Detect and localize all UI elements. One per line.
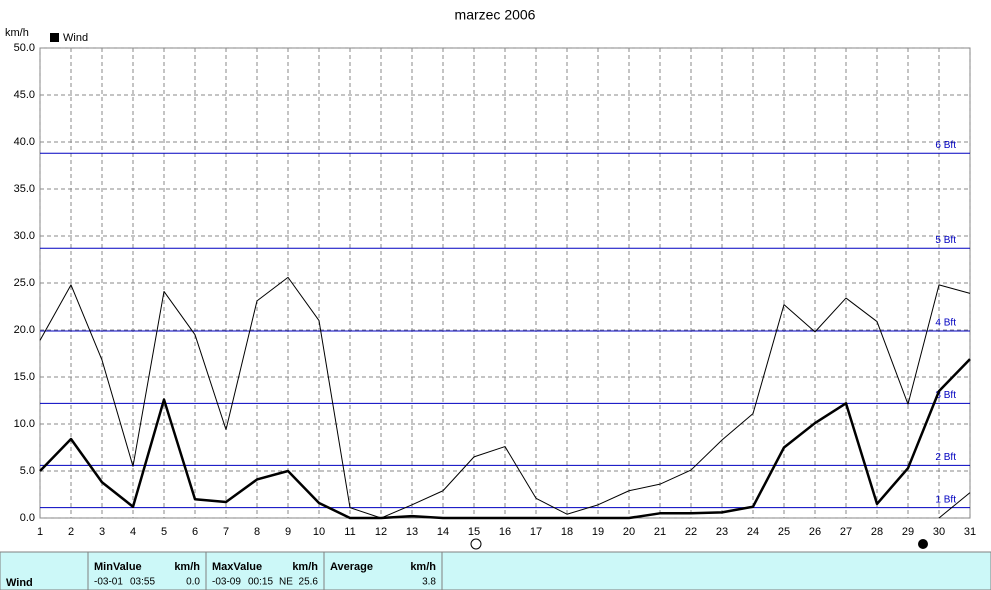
series-line: [39, 358, 971, 520]
y-tick-label: 30.0: [14, 230, 35, 242]
y-tick-label: 35.0: [14, 183, 35, 195]
x-tick-label: 9: [285, 526, 291, 538]
legend-swatch: [50, 33, 59, 42]
x-tick-label: 25: [778, 526, 790, 538]
beaufort-label: 2 Bft: [935, 452, 956, 463]
y-tick-label: 25.0: [14, 277, 35, 289]
x-tick-label: 17: [530, 526, 542, 538]
series-line: [938, 492, 971, 519]
x-tick-label: 10: [313, 526, 325, 538]
y-tick-label: 20.0: [14, 324, 35, 336]
x-tick-label: 1: [37, 526, 43, 538]
x-tick-label: 6: [192, 526, 198, 538]
x-tick-label: 12: [375, 526, 387, 538]
beaufort-label: 5 Bft: [935, 235, 956, 246]
x-tick-label: 30: [933, 526, 945, 538]
x-tick-label: 26: [809, 526, 821, 538]
x-tick-label: 3: [99, 526, 105, 538]
beaufort-label: 1 Bft: [935, 494, 956, 505]
legend-label: Wind: [63, 32, 88, 44]
table-header: km/h: [292, 561, 318, 573]
table-header: Average: [330, 561, 373, 573]
x-tick-label: 23: [716, 526, 728, 538]
row-name: Wind: [6, 577, 33, 589]
y-tick-label: 10.0: [14, 418, 35, 430]
table-header: km/h: [174, 561, 200, 573]
y-axis-label: km/h: [5, 27, 29, 39]
y-tick-label: 50.0: [14, 42, 35, 54]
plot: 0.0 5.0 10.0 15.0 20.0 25.0 30.0 35.0 40.0 45.0 50…: [14, 42, 977, 538]
max-date: -03-09: [212, 577, 241, 588]
x-tick-label: 19: [592, 526, 604, 538]
min-date: -03-01: [94, 577, 123, 588]
min-value: 0.0: [186, 577, 200, 588]
min-time: 03:55: [130, 577, 155, 588]
y-tick-label: 15.0: [14, 371, 35, 383]
x-tick-label: 15: [468, 526, 480, 538]
x-tick-label: 16: [499, 526, 511, 538]
y-tick-label: 5.0: [20, 465, 35, 477]
summary-table: MinValue km/h MaxValue km/h Average km/h…: [0, 551, 991, 590]
x-tick-label: 27: [840, 526, 852, 538]
x-tick-label: 8: [254, 526, 260, 538]
y-tick-label: 40.0: [14, 136, 35, 148]
y-tick-label: 45.0: [14, 89, 35, 101]
table-header: km/h: [410, 561, 436, 573]
series-line: [39, 276, 971, 519]
x-tick-label: 22: [685, 526, 697, 538]
x-tick-label: 29: [902, 526, 914, 538]
average: 3.8: [422, 577, 436, 588]
x-tick-label: 2: [68, 526, 74, 538]
max-dir: NE: [279, 577, 293, 588]
x-tick-label: 5: [161, 526, 167, 538]
table-header: MinValue: [94, 561, 142, 573]
full-moon-icon: [470, 538, 482, 550]
beaufort-label: 3 Bft: [935, 390, 956, 401]
table-bg: [0, 551, 991, 590]
x-tick-label: 13: [406, 526, 418, 538]
new-moon-icon: [918, 539, 928, 549]
chart-title: marzec 2006: [455, 7, 536, 23]
x-tick-label: 24: [747, 526, 759, 538]
x-tick-label: 31: [964, 526, 976, 538]
x-tick-label: 11: [344, 526, 355, 538]
y-tick-label: 0.0: [20, 512, 35, 524]
max-time: 00:15: [248, 577, 273, 588]
beaufort-label: 6 Bft: [935, 140, 956, 151]
x-tick-label: 28: [871, 526, 883, 538]
x-tick-label: 18: [561, 526, 573, 538]
x-tick-label: 7: [223, 526, 229, 538]
beaufort-label: 4 Bft: [935, 318, 956, 329]
x-tick-label: 14: [437, 526, 449, 538]
max-value: 25.6: [299, 577, 319, 588]
x-tick-label: 21: [654, 526, 666, 538]
x-tick-label: 20: [623, 526, 635, 538]
x-tick-label: 4: [130, 526, 136, 538]
table-header: MaxValue: [212, 561, 262, 573]
